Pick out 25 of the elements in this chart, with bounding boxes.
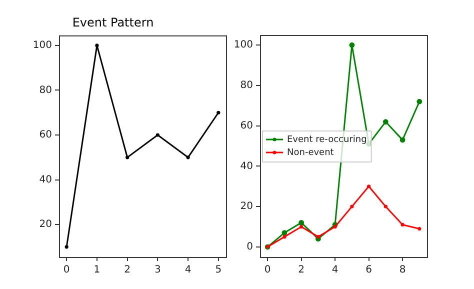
y-tick-label: 100 [32,40,52,52]
y-tick-label: 0 [246,242,253,253]
y-tick-label: 80 [240,80,253,92]
chart-title: Event Pattern [72,15,154,30]
y-tick-label: 40 [240,160,253,172]
x-tick-label: 3 [154,264,161,276]
x-tick-label: 1 [94,264,100,276]
y-tick-label: 60 [240,120,253,132]
x-tick-label: 0 [264,264,271,276]
y-tick-label: 80 [39,84,52,96]
y-tick-label: 40 [39,174,52,186]
x-tick-label: 0 [63,264,70,276]
x-tick-label: 4 [184,264,192,276]
x-tick-label: 2 [124,264,131,276]
x-tick-label: 6 [366,264,372,276]
legend-label: Non-event [287,148,334,158]
y-tick-label: 20 [39,219,52,230]
y-tick-label: 20 [240,201,253,212]
legend-label: Event re-occuring [287,134,367,145]
x-tick-label: 4 [332,264,338,276]
y-tick-label: 100 [234,40,253,51]
x-tick-label: 5 [215,264,222,276]
x-tick-label: 8 [399,264,406,276]
x-tick-label: 2 [298,264,305,276]
y-tick-label: 60 [39,130,52,141]
